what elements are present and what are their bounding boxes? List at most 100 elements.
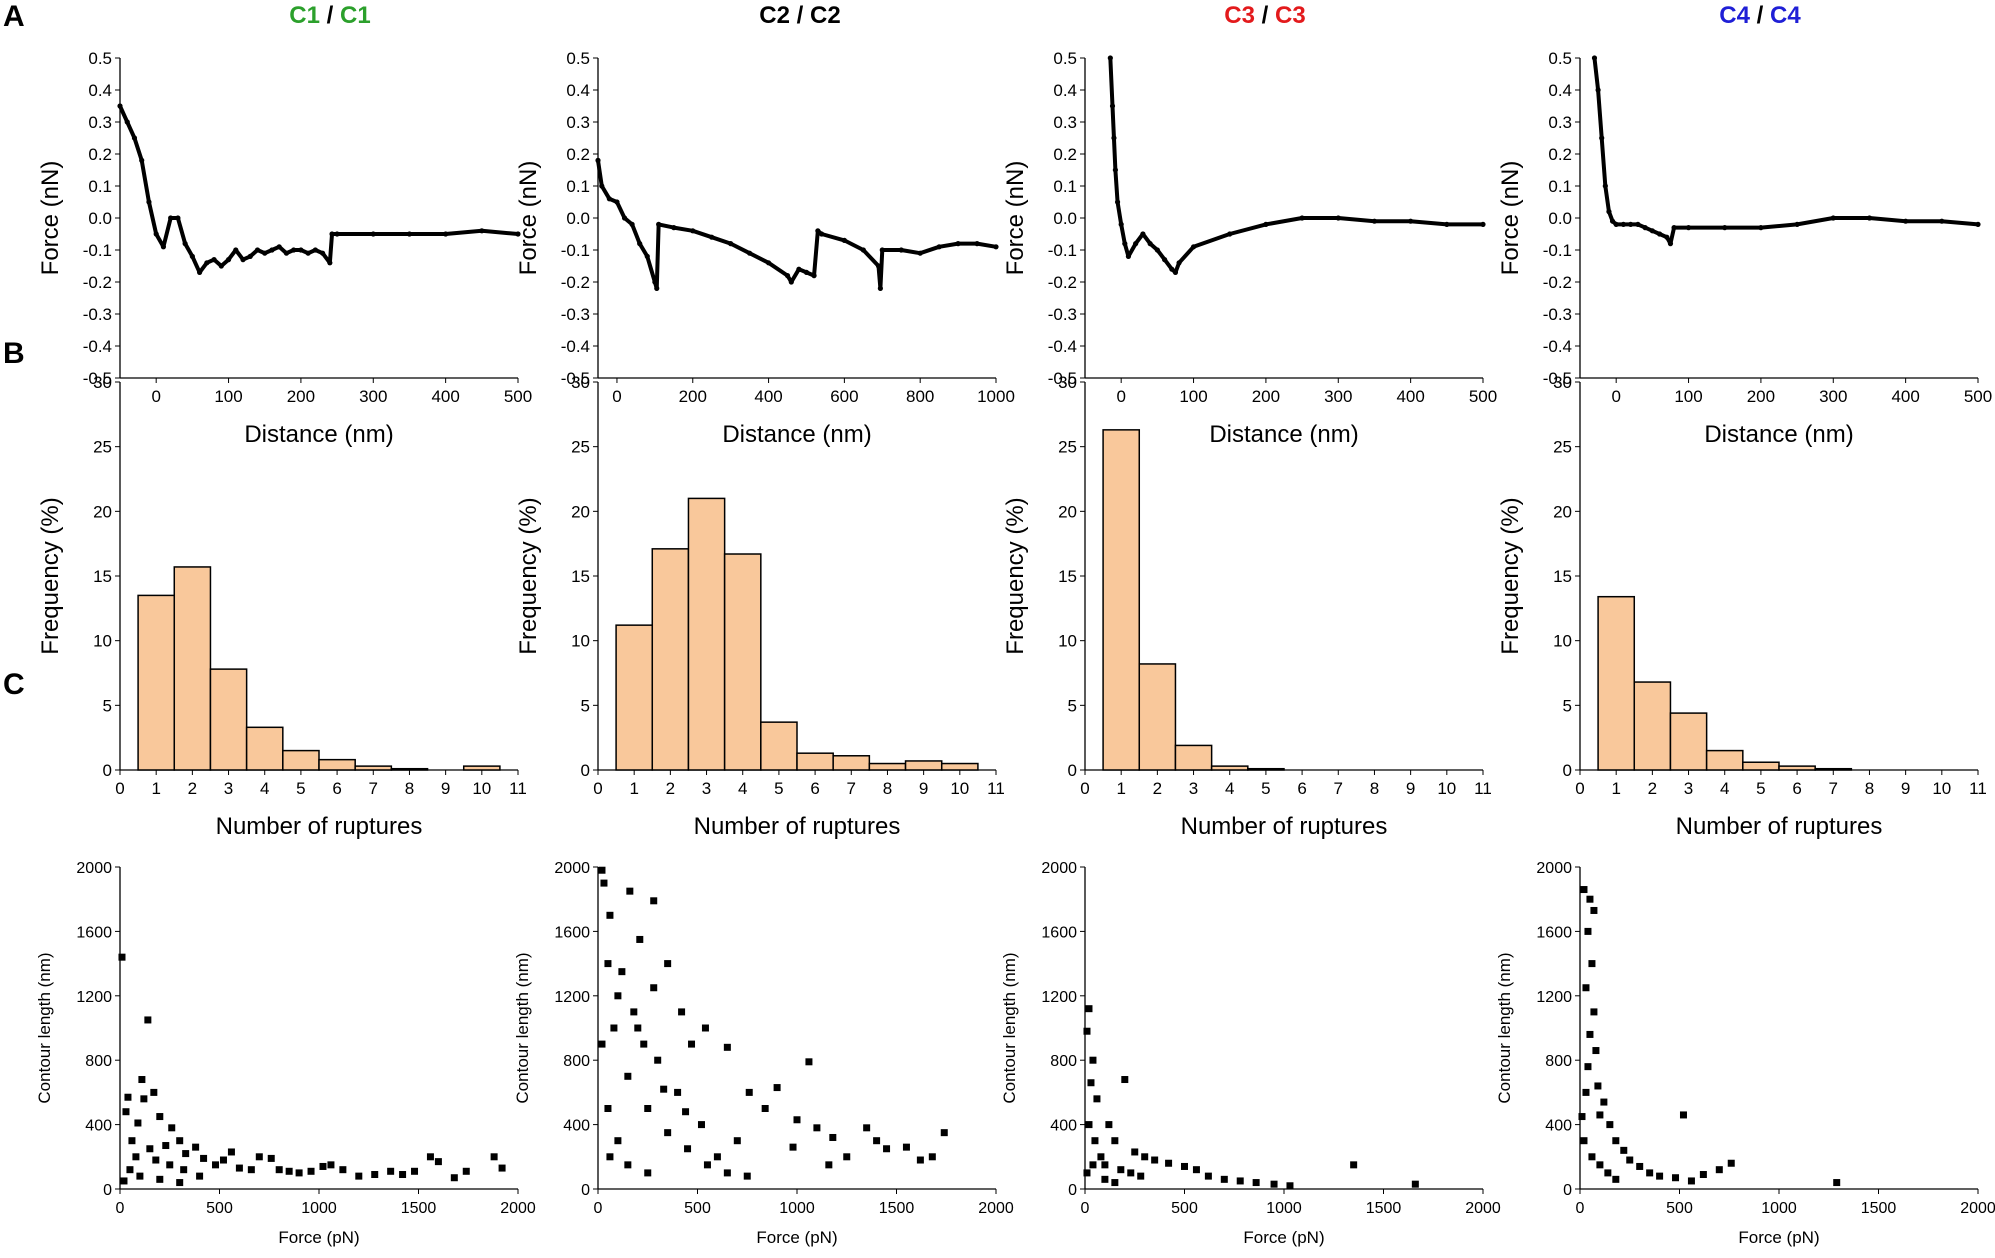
scatter-point	[196, 1172, 204, 1180]
y-tick-label: 1200	[554, 989, 590, 1006]
scatter-point	[682, 1108, 690, 1116]
scatter-point	[829, 1133, 837, 1141]
scatter-point	[1656, 1172, 1664, 1180]
curve-point	[320, 250, 326, 256]
x-tick-label: 1000	[301, 1200, 337, 1217]
force-curve	[1108, 57, 1483, 275]
scatter-point	[168, 1124, 176, 1132]
scatter-point	[1085, 1005, 1093, 1013]
scatter-point	[1687, 1177, 1695, 1185]
scatter-point	[1612, 1175, 1620, 1183]
scatter-point	[644, 1169, 652, 1177]
curve-point	[841, 237, 847, 243]
scatter-point	[1087, 1079, 1095, 1087]
column-title-right: C2	[810, 2, 841, 29]
curve-point	[124, 119, 130, 125]
histogram-bar	[832, 755, 871, 771]
chart-b2: 0 5 10 15 20 25 30 0 1 2 3 4 5 6 7 8 9 10 11 Number of rupt…	[515, 373, 1005, 840]
x-tick-label: 4	[1720, 779, 1729, 798]
x-tick-label: 7	[847, 779, 856, 798]
scatter-point	[339, 1166, 347, 1174]
y-tick-label: 0.5	[566, 49, 590, 68]
scatter-point	[1590, 906, 1598, 914]
x-tick-label: 0	[1611, 387, 1620, 406]
curve-point	[1903, 218, 1909, 224]
curve-point	[1122, 241, 1128, 247]
y-tick-label: 20	[93, 502, 112, 521]
curve-point	[654, 285, 660, 291]
scatter-point	[1600, 1098, 1608, 1106]
histogram-bar	[687, 497, 726, 771]
scatter-point	[411, 1167, 419, 1175]
scatter-point	[863, 1124, 871, 1132]
x-tick-label: 9	[919, 779, 928, 798]
y-tick-label: -0.5	[1543, 369, 1572, 388]
scatter-point	[701, 1024, 709, 1032]
histogram-bar	[1210, 765, 1249, 771]
scatter-point	[773, 1084, 781, 1092]
histogram-bar	[282, 749, 320, 771]
scatter-point	[1679, 1111, 1687, 1119]
curve-point	[811, 273, 817, 279]
y-tick-label: -0.1	[83, 241, 112, 260]
x-tick-label: 5	[1261, 779, 1270, 798]
curve-point	[327, 260, 333, 266]
y-axis-label: Frequency (%)	[37, 497, 64, 654]
curve-point	[262, 250, 268, 256]
x-tick-label: 400	[1396, 387, 1424, 406]
scatter-point	[1592, 1047, 1600, 1055]
curve-point	[1595, 87, 1601, 93]
column-title-separator: /	[1756, 2, 1764, 29]
curve-point	[614, 199, 620, 205]
y-tick-label: 0.2	[566, 145, 590, 164]
scatter-point	[1089, 1056, 1097, 1064]
curve-point	[1657, 231, 1663, 237]
chart-a2: -0.5 -0.4 -0.3 -0.2 -0.1 0.0 0.1 0.2 0.3 0.4 0.5 0 2…	[515, 49, 1015, 448]
column-title-right: C1	[340, 2, 371, 29]
curve-point	[1169, 266, 1175, 272]
scatter-point	[247, 1166, 255, 1174]
x-tick-label: 6	[1297, 779, 1306, 798]
curve-point	[225, 257, 232, 263]
curve-point	[1444, 221, 1450, 227]
scatter-point	[255, 1153, 263, 1161]
column-title-separator: /	[1261, 2, 1269, 29]
scatter-point	[1715, 1166, 1723, 1174]
y-tick-label: 2000	[1536, 860, 1572, 877]
scatter-point	[152, 1156, 160, 1164]
y-tick-label: 10	[1553, 632, 1572, 651]
x-axis-label: Force (pN)	[278, 1228, 359, 1247]
y-axis-label: Contour length (nm)	[1495, 952, 1514, 1103]
scatter-point	[450, 1174, 458, 1182]
histogram-bar	[868, 762, 907, 771]
y-tick-label: -0.3	[83, 305, 112, 324]
curve-point	[291, 247, 297, 253]
scatter-point	[1131, 1148, 1139, 1156]
histogram-bar	[462, 765, 501, 771]
scatter-point	[723, 1043, 731, 1051]
curve-point	[269, 247, 275, 253]
x-tick-label: 1000	[977, 387, 1015, 406]
y-tick-label: 1200	[1536, 989, 1572, 1006]
y-tick-label: 0	[1068, 761, 1077, 780]
scatter-point	[1590, 1008, 1598, 1016]
x-tick-label: 1000	[1761, 1200, 1797, 1217]
histogram-bar	[940, 762, 979, 771]
y-tick-label: 1200	[1041, 989, 1077, 1006]
histogram-bar	[1597, 595, 1636, 771]
x-axis-label: Distance (nm)	[244, 421, 393, 448]
y-tick-label: 25	[93, 438, 112, 457]
scatter-point	[1204, 1172, 1212, 1180]
y-tick-label: 0	[581, 1182, 590, 1199]
y-axis-label: Force (nN)	[515, 161, 542, 276]
y-tick-label: 800	[85, 1053, 112, 1070]
x-tick-label: 9	[1901, 779, 1910, 798]
x-tick-label: 500	[206, 1200, 233, 1217]
y-tick-label: 800	[1545, 1053, 1572, 1070]
x-tick-label: 10	[1932, 779, 1951, 798]
y-tick-label: 20	[1553, 502, 1572, 521]
curve-point	[515, 231, 521, 237]
scatter-point	[644, 1105, 652, 1112]
x-tick-label: 1500	[1366, 1200, 1402, 1217]
